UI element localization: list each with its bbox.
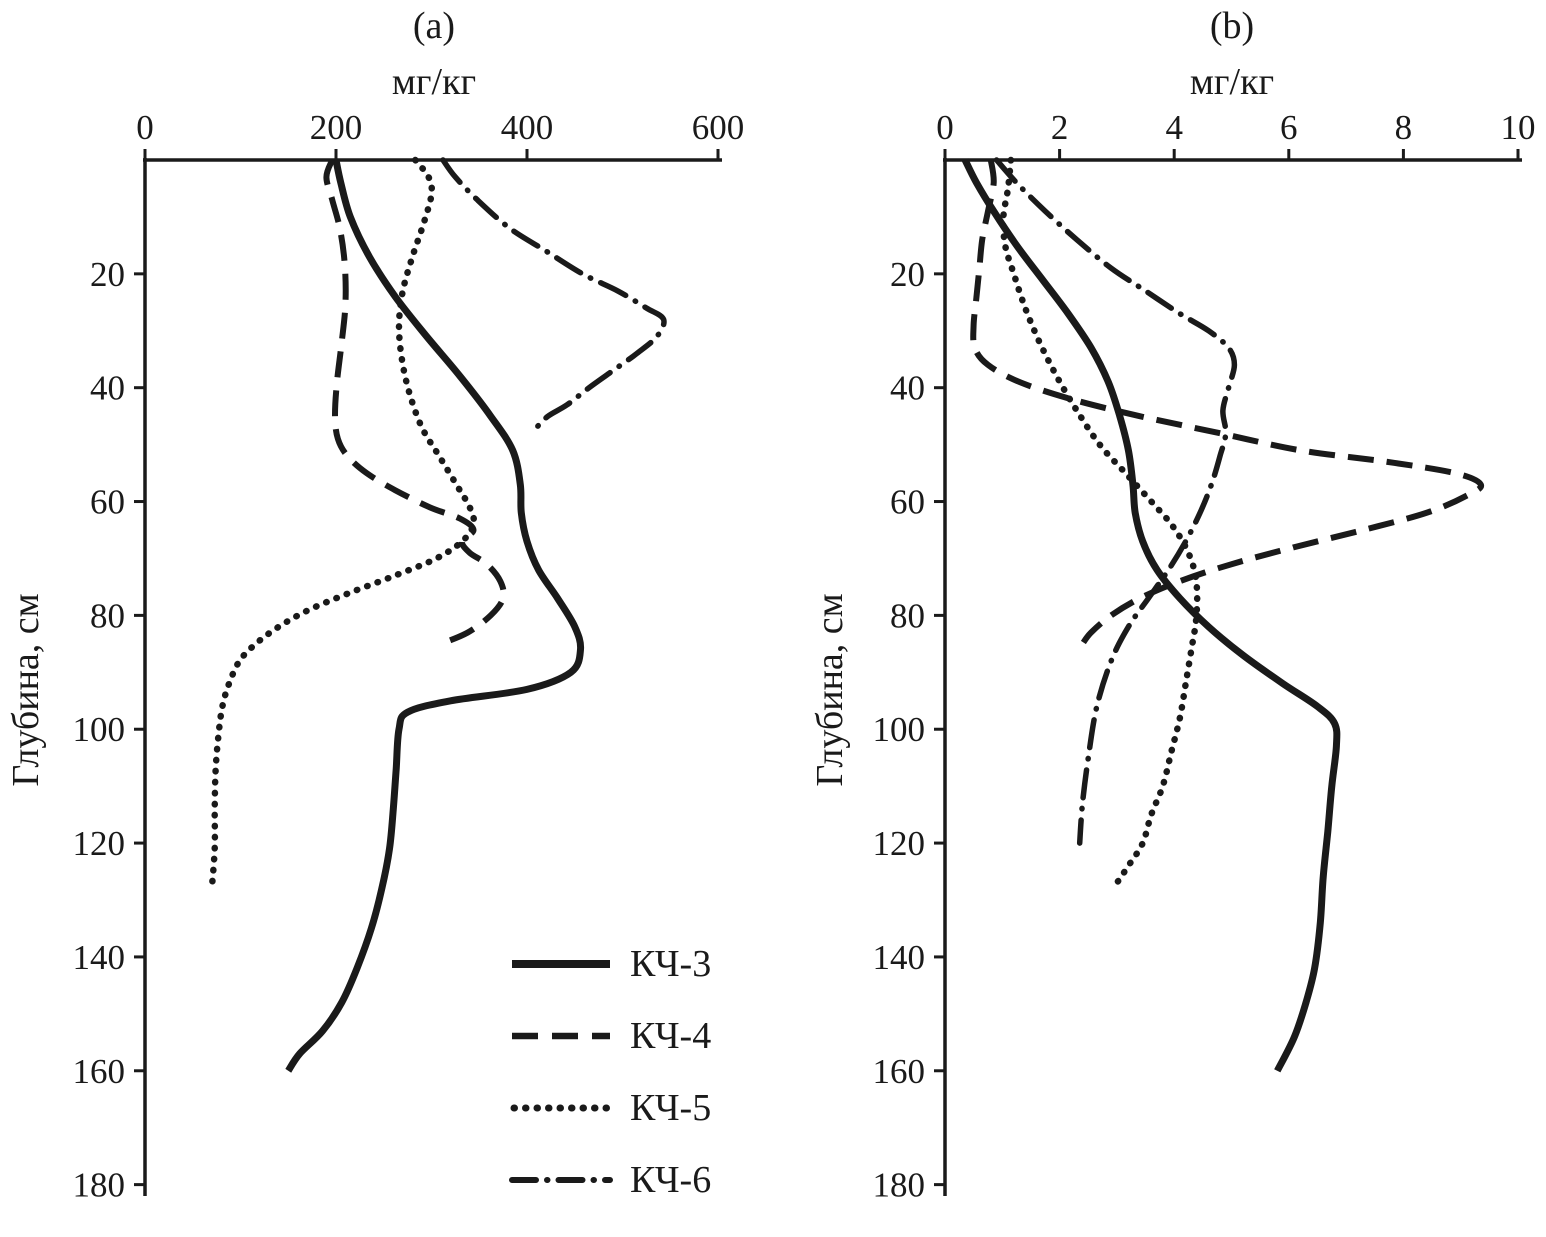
legend-item-kch-3: КЧ-3 — [508, 942, 711, 986]
y-tick-label: 100 — [73, 710, 126, 749]
series-line-КЧ-4 — [970, 159, 1485, 646]
y-tick-label: 80 — [90, 596, 125, 635]
legend-dashdot-line-icon — [509, 1177, 613, 1183]
legend-item-kch-5: КЧ-5 — [508, 1086, 711, 1130]
y-tick-label: 180 — [873, 1166, 926, 1205]
y-tick-label: 100 — [873, 710, 926, 749]
x-tick-label: 0 — [936, 108, 954, 147]
series-line-КЧ-3 — [961, 158, 1341, 1073]
legend-item-kch-6: КЧ-6 — [508, 1158, 711, 1202]
series-line-КЧ-5 — [208, 156, 478, 892]
series-line-КЧ-5 — [1000, 156, 1201, 887]
legend-label-kch-5: КЧ-5 — [630, 1087, 712, 1129]
panel-b-title: (b) — [1209, 5, 1255, 47]
legend-solid-line-icon — [512, 960, 610, 968]
legend-dotted-line-icon — [510, 1104, 614, 1112]
y-tick-label: 40 — [890, 369, 925, 408]
x-tick-label: 200 — [310, 108, 363, 147]
y-tick-label: 20 — [890, 255, 925, 294]
y-tick-label: 60 — [90, 483, 125, 522]
y-tick-label: 160 — [73, 1052, 126, 1091]
x-tick-label: 8 — [1395, 108, 1413, 147]
panel-a-plot-area: 0 200 400 600 20 40 60 80 100 120 140 160 180 — [73, 108, 745, 1205]
y-tick-label: 140 — [873, 938, 926, 977]
y-tick-label: 160 — [873, 1052, 926, 1091]
y-tick-label: 60 — [890, 483, 925, 522]
legend-item-kch-4: КЧ-4 — [508, 1014, 711, 1058]
legend-dashed-line-icon — [512, 1032, 610, 1040]
x-tick-label: 6 — [1280, 108, 1298, 147]
y-tick-label: 140 — [73, 938, 126, 977]
legend: КЧ-3 КЧ-4 КЧ-5 КЧ-6 — [508, 942, 711, 1202]
series-line-КЧ-4 — [323, 158, 507, 647]
series-line-КЧ-3 — [285, 159, 585, 1073]
legend-label-kch-3: КЧ-3 — [630, 943, 712, 985]
x-tick-label: 400 — [501, 108, 554, 147]
panel-a-depth-axis-label: Глубина, см — [5, 593, 47, 787]
panel-a-unit-label: мг/кг — [391, 61, 477, 103]
legend-label-kch-6: КЧ-6 — [630, 1159, 712, 1201]
panel-b-depth-axis-label: Глубина, см — [809, 593, 851, 787]
y-tick-label: 20 — [90, 255, 125, 294]
series-line-КЧ-6 — [440, 157, 667, 431]
y-tick-label: 120 — [73, 824, 126, 863]
y-tick-label: 180 — [73, 1166, 126, 1205]
y-tick-label: 120 — [873, 824, 926, 863]
x-tick-label: 0 — [136, 108, 154, 147]
x-tick-label: 10 — [1501, 108, 1536, 147]
x-tick-label: 2 — [1051, 108, 1069, 147]
series-line-КЧ-6 — [993, 157, 1238, 846]
panel-b-plot-area: 0 2 4 6 8 10 20 40 60 80 100 120 140 160 180 — [873, 108, 1536, 1205]
y-tick-label: 40 — [90, 369, 125, 408]
x-tick-label: 4 — [1165, 108, 1183, 147]
panel-b-unit-label: мг/кг — [1189, 61, 1275, 103]
x-tick-label: 600 — [692, 108, 745, 147]
legend-label-kch-4: КЧ-4 — [630, 1015, 712, 1057]
panel-a-title: (a) — [412, 5, 456, 47]
y-tick-label: 80 — [890, 596, 925, 635]
